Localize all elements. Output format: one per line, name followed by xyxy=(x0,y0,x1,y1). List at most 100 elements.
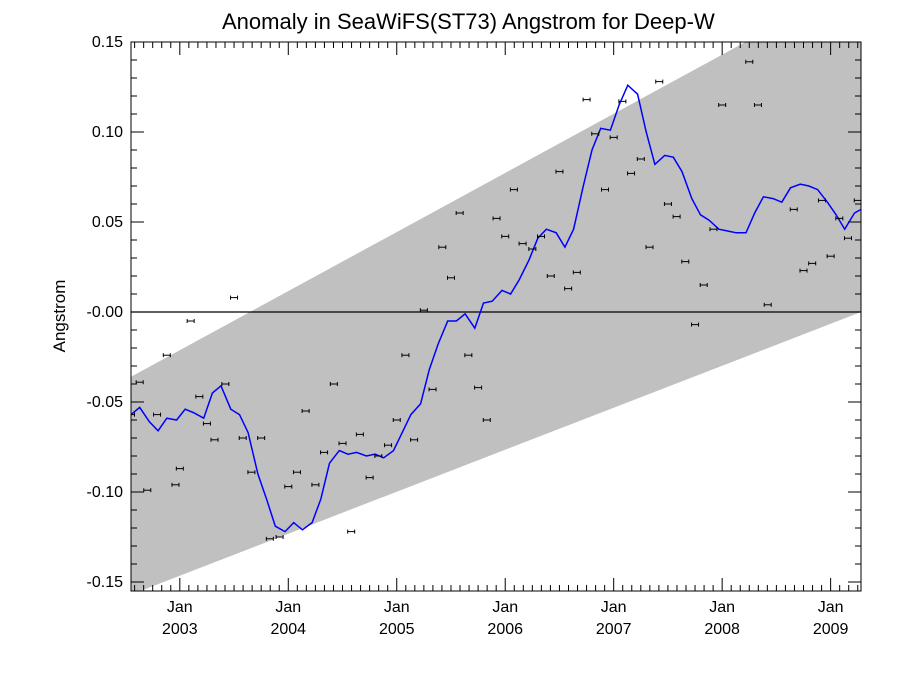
x-tick-year-label: 2003 xyxy=(162,621,198,638)
x-tick-year-label: 2007 xyxy=(596,621,632,638)
monthly-anomaly-point xyxy=(501,234,510,239)
monthly-anomaly-point xyxy=(699,283,708,287)
monthly-anomaly-point xyxy=(292,470,301,475)
smoothed-anomaly-line xyxy=(131,83,861,533)
monthly-anomaly-point xyxy=(627,171,636,176)
x-tick-year-label: 2008 xyxy=(704,621,740,638)
y-tick-label: 0.15 xyxy=(92,34,123,51)
monthly-anomaly-point xyxy=(843,236,852,241)
monthly-anomaly-point xyxy=(518,241,527,246)
monthly-anomaly-point xyxy=(591,131,600,136)
monthly-anomaly-point xyxy=(691,322,700,327)
monthly-anomaly-point xyxy=(799,268,808,273)
monthly-anomaly-point xyxy=(202,421,211,426)
monthly-anomaly-point xyxy=(410,437,419,442)
monthly-anomaly-point xyxy=(455,211,464,215)
y-tick-label: 0.05 xyxy=(92,214,123,231)
y-tick-label: -0.15 xyxy=(87,574,124,591)
monthly-anomaly-point xyxy=(546,274,555,278)
monthly-anomaly-point xyxy=(320,450,329,455)
y-tick-label: -0.05 xyxy=(87,394,124,411)
x-tick-year-label: 2004 xyxy=(270,621,306,638)
monthly-anomaly-point xyxy=(131,412,135,417)
monthly-anomaly-point xyxy=(808,261,817,266)
monthly-anomaly-point xyxy=(826,254,835,259)
monthly-anomaly-point xyxy=(709,227,718,232)
monthly-anomaly-point xyxy=(745,59,754,64)
monthly-anomaly-point xyxy=(474,385,483,390)
monthly-anomaly-point xyxy=(718,103,727,107)
monthly-anomaly-point xyxy=(311,482,320,487)
trend-band xyxy=(131,42,861,591)
monthly-anomaly-point xyxy=(186,319,195,323)
monthly-anomaly-point xyxy=(564,286,573,291)
monthly-anomaly-point xyxy=(636,157,645,161)
monthly-anomaly-point xyxy=(210,437,219,442)
monthly-anomaly-point xyxy=(428,387,437,392)
monthly-anomaly-point xyxy=(446,275,455,280)
monthly-anomaly-point xyxy=(645,245,654,250)
monthly-anomaly-point xyxy=(175,466,184,471)
x-tick-year-label: 2006 xyxy=(487,621,523,638)
y-tick-label: 0.10 xyxy=(92,124,123,141)
monthly-anomaly-point xyxy=(247,470,256,475)
monthly-anomaly-point xyxy=(230,295,239,300)
monthly-anomaly-point xyxy=(464,353,473,358)
x-tick-month-label: Jan xyxy=(492,599,518,616)
monthly-anomaly-point xyxy=(153,412,162,417)
x-tick-month-label: Jan xyxy=(275,599,301,616)
monthly-anomaly-point xyxy=(284,484,293,489)
monthly-anomaly-point xyxy=(221,382,230,386)
monthly-anomaly-point xyxy=(365,475,374,480)
monthly-anomaly-point xyxy=(384,443,393,448)
monthly-anomaly-point xyxy=(582,97,591,102)
monthly-anomaly-point xyxy=(143,488,152,493)
monthly-anomaly-point xyxy=(555,169,564,174)
monthly-anomaly-point xyxy=(663,202,672,206)
monthly-anomaly-point xyxy=(195,394,204,399)
y-tick-label: -0.00 xyxy=(87,304,124,321)
monthly-anomaly-point xyxy=(162,353,171,358)
x-tick-month-label: Jan xyxy=(709,599,735,616)
monthly-anomaly-point xyxy=(853,198,861,203)
y-axis-label: Angstrom xyxy=(50,280,69,353)
monthly-anomaly-point xyxy=(672,214,681,219)
monthly-anomaly-point xyxy=(482,418,491,422)
monthly-anomaly-point xyxy=(355,432,364,437)
chart-title: Anomaly in SeaWiFS(ST73) Angstrom for De… xyxy=(222,9,715,34)
x-tick-month-label: Jan xyxy=(601,599,627,616)
monthly-anomaly-point xyxy=(329,382,338,386)
x-tick-month-label: Jan xyxy=(818,599,844,616)
monthly-anomaly-point xyxy=(835,216,844,221)
monthly-anomaly-point xyxy=(338,441,347,446)
monthly-anomaly-point xyxy=(753,103,762,107)
monthly-anomaly-point xyxy=(572,270,581,275)
monthly-anomaly-point xyxy=(492,216,501,221)
monthly-anomaly-point xyxy=(789,207,798,212)
monthly-anomaly-point xyxy=(763,302,772,307)
monthly-anomaly-point xyxy=(401,353,410,358)
monthly-anomaly-point xyxy=(509,187,518,192)
monthly-anomaly-point xyxy=(528,247,537,251)
monthly-anomaly-point xyxy=(438,245,447,250)
monthly-anomaly-point xyxy=(419,308,428,313)
monthly-anomaly-point xyxy=(601,187,610,192)
monthly-anomaly-point xyxy=(301,409,310,413)
monthly-anomaly-point xyxy=(347,529,356,534)
x-tick-year-label: 2005 xyxy=(379,621,415,638)
x-tick-month-label: Jan xyxy=(167,599,193,616)
monthly-anomaly-point xyxy=(238,436,247,440)
x-tick-year-label: 2009 xyxy=(813,621,849,638)
monthly-anomaly-point xyxy=(618,99,627,104)
monthly-anomaly-point xyxy=(265,536,274,541)
monthly-anomaly-point xyxy=(609,135,618,140)
monthly-anomaly-point xyxy=(135,380,144,385)
monthly-anomaly-point xyxy=(374,454,383,458)
monthly-anomaly-point xyxy=(275,535,284,539)
monthly-anomaly-point xyxy=(655,79,664,84)
monthly-anomaly-point xyxy=(537,234,546,239)
monthly-anomaly-point xyxy=(817,198,826,203)
monthly-anomaly-point xyxy=(257,436,266,440)
x-tick-month-label: Jan xyxy=(384,599,410,616)
